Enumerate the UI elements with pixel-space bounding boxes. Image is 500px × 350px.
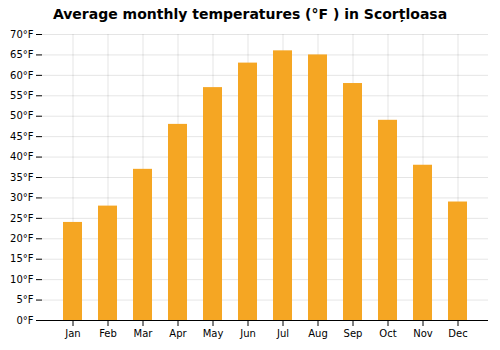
svg-text:50°F: 50°F — [10, 110, 34, 121]
svg-text:Jan: Jan — [64, 328, 80, 339]
svg-text:65°F: 65°F — [10, 49, 34, 60]
svg-text:Aug: Aug — [308, 328, 328, 339]
svg-text:Nov: Nov — [413, 328, 433, 339]
svg-text:55°F: 55°F — [10, 90, 34, 101]
svg-text:May: May — [203, 328, 224, 339]
svg-text:Oct: Oct — [379, 328, 396, 339]
svg-text:Mar: Mar — [134, 328, 154, 339]
svg-text:45°F: 45°F — [10, 131, 34, 142]
svg-text:Dec: Dec — [448, 328, 467, 339]
svg-text:0°F: 0°F — [16, 315, 33, 326]
html-text:Average monthly temperatures (: Average monthly temperatures (°F ) in Sc… — [52, 6, 448, 22]
svg-text:35°F: 35°F — [10, 172, 34, 183]
svg-text:70°F: 70°F — [10, 29, 34, 40]
svg-text:20°F: 20°F — [10, 233, 34, 244]
svg-text:60°F: 60°F — [10, 70, 34, 81]
svg-text:15°F: 15°F — [10, 253, 34, 264]
svg-text:40°F: 40°F — [10, 151, 34, 162]
svg-text:Jun: Jun — [239, 328, 256, 339]
svg-text:10°F: 10°F — [10, 274, 34, 285]
svg-text:25°F: 25°F — [10, 213, 34, 224]
svg-text:Jul: Jul — [276, 328, 289, 339]
svg-text:5°F: 5°F — [16, 294, 33, 305]
svg-text:Apr: Apr — [169, 328, 187, 339]
svg-text:Sep: Sep — [344, 328, 363, 339]
svg-text:30°F: 30°F — [10, 192, 34, 203]
svg-text:Feb: Feb — [99, 328, 117, 339]
